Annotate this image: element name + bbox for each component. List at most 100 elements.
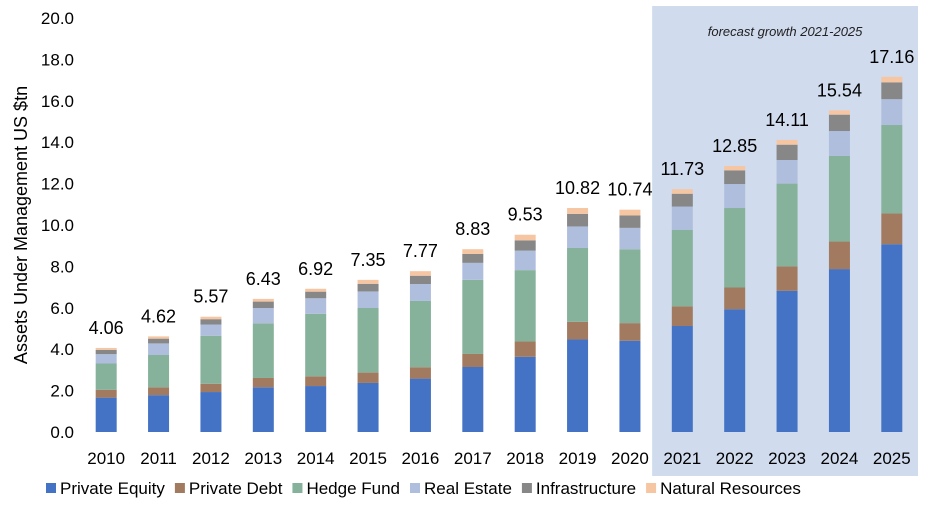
- bar-segment: [200, 335, 222, 384]
- bar-segment: [514, 250, 536, 271]
- bar-segment: [776, 290, 798, 432]
- bar-segment: [724, 184, 746, 209]
- x-tick-label: 2013: [244, 449, 282, 468]
- bar-segment: [881, 213, 903, 245]
- legend-label: Real Estate: [424, 479, 512, 498]
- total-data-label: 6.92: [298, 259, 333, 279]
- bar-segment: [95, 397, 117, 432]
- bar-stack: [462, 249, 484, 432]
- bar-segment: [724, 166, 746, 171]
- bar-segment: [881, 244, 903, 432]
- bar-stack: [619, 209, 641, 432]
- bar-segment: [409, 300, 431, 368]
- bar-stack: [148, 336, 170, 432]
- bar-segment: [462, 249, 484, 254]
- x-tick-label: 2010: [87, 449, 125, 468]
- forecast-label: forecast growth 2021-2025: [708, 24, 863, 39]
- legend-swatch: [174, 483, 185, 493]
- bar-segment: [776, 139, 798, 145]
- total-data-label: 7.35: [351, 250, 386, 270]
- bar-segment: [776, 266, 798, 291]
- bar-segment: [462, 262, 484, 280]
- bar-segment: [828, 241, 850, 270]
- bar-segment: [514, 240, 536, 251]
- bar-segment: [305, 313, 327, 377]
- bar-stack: [671, 189, 693, 432]
- bar-segment: [567, 208, 589, 214]
- bar-segment: [724, 170, 746, 185]
- bar-segment: [462, 279, 484, 354]
- bar-segment: [252, 308, 274, 324]
- y-tick-label: 14.0: [41, 133, 74, 152]
- bar-segment: [148, 338, 170, 344]
- bar-segment: [724, 309, 746, 432]
- x-axis: 2010 2011 2012 2013 2014 2015 2016 2017 2018 2019…: [87, 449, 910, 468]
- bar-segment: [95, 363, 117, 390]
- bar-segment: [671, 193, 693, 207]
- bar-segment: [619, 340, 641, 432]
- legend-item: Real Estate: [410, 479, 512, 498]
- bar-segment: [357, 279, 379, 284]
- bar-segment: [619, 249, 641, 324]
- bar-segment: [409, 275, 431, 284]
- bar-segment: [200, 392, 222, 432]
- bar-stack: [252, 298, 274, 432]
- bar-stack: [828, 110, 850, 432]
- bar-segment: [724, 208, 746, 288]
- bar-segment: [776, 144, 798, 161]
- x-tick-label: 2021: [663, 449, 701, 468]
- bar-stack: [200, 316, 222, 432]
- bar-segment: [305, 298, 327, 314]
- legend-swatch: [521, 483, 532, 493]
- legend-label: Private Equity: [60, 479, 165, 498]
- y-tick-label: 16.0: [41, 92, 74, 111]
- legend-item: Hedge Fund: [292, 479, 400, 498]
- bar-segment: [776, 160, 798, 184]
- bar-segment: [252, 377, 274, 388]
- total-labels: 4.06 4.62 5.57 6.43 6.92 7.35 7.77 8.83 9.53 10.8…: [89, 47, 915, 338]
- bar-stack: [724, 166, 746, 432]
- legend-label: Infrastructure: [536, 479, 636, 498]
- bar-segment: [148, 395, 170, 432]
- bar-segment: [95, 347, 117, 350]
- x-tick-label: 2025: [873, 449, 911, 468]
- bar-segment: [619, 323, 641, 341]
- bar-stack: [567, 208, 589, 432]
- legend-swatch: [410, 483, 421, 493]
- legend-item: Private Debt: [174, 479, 283, 498]
- bar-segment: [567, 226, 589, 248]
- bar-segment: [409, 378, 431, 432]
- legend-label: Private Debt: [189, 479, 283, 498]
- y-tick-label: 20.0: [41, 9, 74, 28]
- x-tick-label: 2016: [402, 449, 440, 468]
- legend-swatch: [292, 483, 303, 493]
- total-data-label: 12.85: [712, 136, 757, 156]
- bar-segment: [514, 270, 536, 342]
- bar-segment: [828, 131, 850, 156]
- x-tick-label: 2011: [140, 449, 177, 468]
- bar-segment: [828, 269, 850, 432]
- legend-item: Infrastructure: [521, 479, 636, 498]
- legend-label: Natural Resources: [660, 479, 801, 498]
- total-data-label: 5.57: [193, 287, 228, 307]
- bar-stack: [514, 234, 536, 432]
- bar-segment: [881, 82, 903, 100]
- bar-segment: [409, 283, 431, 301]
- bar-stack: [776, 139, 798, 432]
- bar-segment: [567, 339, 589, 432]
- x-tick-label: 2018: [506, 449, 544, 468]
- x-tick-label: 2023: [768, 449, 806, 468]
- bar-segment: [619, 209, 641, 216]
- bar-segment: [514, 234, 536, 241]
- bar-segment: [567, 247, 589, 322]
- bar-segment: [95, 389, 117, 398]
- bar-segment: [828, 155, 850, 242]
- y-axis: 0.0 2.0 4.0 6.0 8.0 10.0 12.0 14.0 16.0 18.0 20.0: [41, 9, 74, 442]
- y-tick-label: 12.0: [41, 175, 74, 194]
- bar-segment: [567, 213, 589, 227]
- bar-segment: [671, 306, 693, 327]
- bar-segment: [776, 183, 798, 267]
- bar-segment: [462, 353, 484, 368]
- total-data-label: 10.74: [607, 180, 652, 200]
